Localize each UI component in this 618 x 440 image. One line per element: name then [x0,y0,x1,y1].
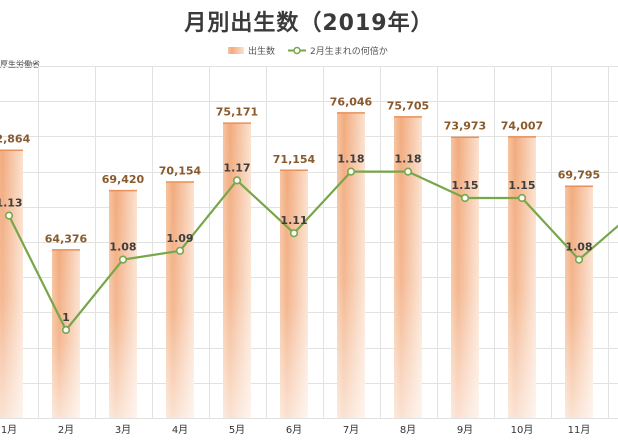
ratio-value-label: 1.15 [451,179,478,192]
ratio-point [175,246,185,255]
x-tick-label: 6月 [286,424,302,436]
x-tick-label: 9月 [457,424,473,436]
ratio-point [403,167,413,176]
bar-value-label: 74,007 [501,119,543,132]
bar-value-label: 75,705 [387,99,429,112]
x-axis-ticks: 1月2月3月4月5月6月7月8月9月10月11月12月 [1,424,591,436]
bar [280,169,308,418]
ratio-point [346,167,356,176]
ratio-point [289,229,299,238]
bar [565,185,593,418]
ratio-value-label: 1.17 [223,161,250,174]
legend-bar-label: 出生数 [248,45,275,57]
bar [223,122,251,418]
bar-value-label: 64,376 [45,232,88,245]
source-note: 厚生労働省 [0,59,40,69]
x-tick-label: 8月 [400,424,416,436]
bar [109,189,137,418]
bar-value-label: 70,154 [159,165,202,178]
x-tick-label: 2月 [58,424,74,436]
ratio-value-label: 1.09 [166,232,193,245]
bars [0,112,593,419]
bar [394,116,422,419]
x-tick-label: 10月 [511,424,534,436]
ratio-value-label: 1.15 [508,179,535,192]
ratio-point [118,255,128,264]
ratio-value-label: 1.11 [280,214,307,227]
x-tick-label: 5月 [229,424,245,436]
ratio-point [4,211,14,220]
bar [166,181,194,418]
ratio-value-label: 1 [62,311,70,324]
legend-line-label: 2月生まれの何倍か [310,45,388,57]
ratio-point [574,255,584,264]
bar [0,149,23,418]
x-tick-label: 3月 [115,424,131,436]
bar-value-label: 75,171 [216,106,258,119]
x-tick-label: 1月 [1,424,17,436]
x-tick-label: 11月 [568,424,591,436]
bar-value-label: 69,795 [558,169,600,182]
bar-value-label: 71,154 [273,153,316,166]
ratio-point [232,176,242,185]
legend: 出生数 2月生まれの何倍か [228,45,388,57]
ratio-value-label: 1.08 [109,241,136,254]
ratio-line [4,167,618,335]
bar [508,136,536,418]
bar-value-label: 69,420 [102,173,145,186]
ratio-point [460,193,470,203]
chart-title: 月別出生数（2019年） [183,10,433,36]
legend-bar-swatch [228,47,244,54]
bar-value-label: 72,864 [0,133,31,146]
ratio-value-label: 1.13 [0,197,23,210]
ratio-line-path [8,170,618,332]
bar [337,112,365,418]
bar [451,136,479,418]
legend-line-marker [293,46,301,55]
ratio-value-label: 1.18 [394,153,421,166]
ratio-point [517,193,527,203]
x-tick-label: 4月 [172,424,188,436]
data-labels: 72,864 64,376 69,420 70,154 75,171 71,154 76,0… [0,95,600,324]
bar-value-label: 76,046 [330,95,373,108]
ratio-point [61,325,71,335]
ratio-value-label: 1.08 [565,241,592,254]
ratio-value-label: 1.18 [337,153,364,166]
x-tick-label: 7月 [343,424,359,436]
bar-value-label: 73,973 [444,120,486,133]
